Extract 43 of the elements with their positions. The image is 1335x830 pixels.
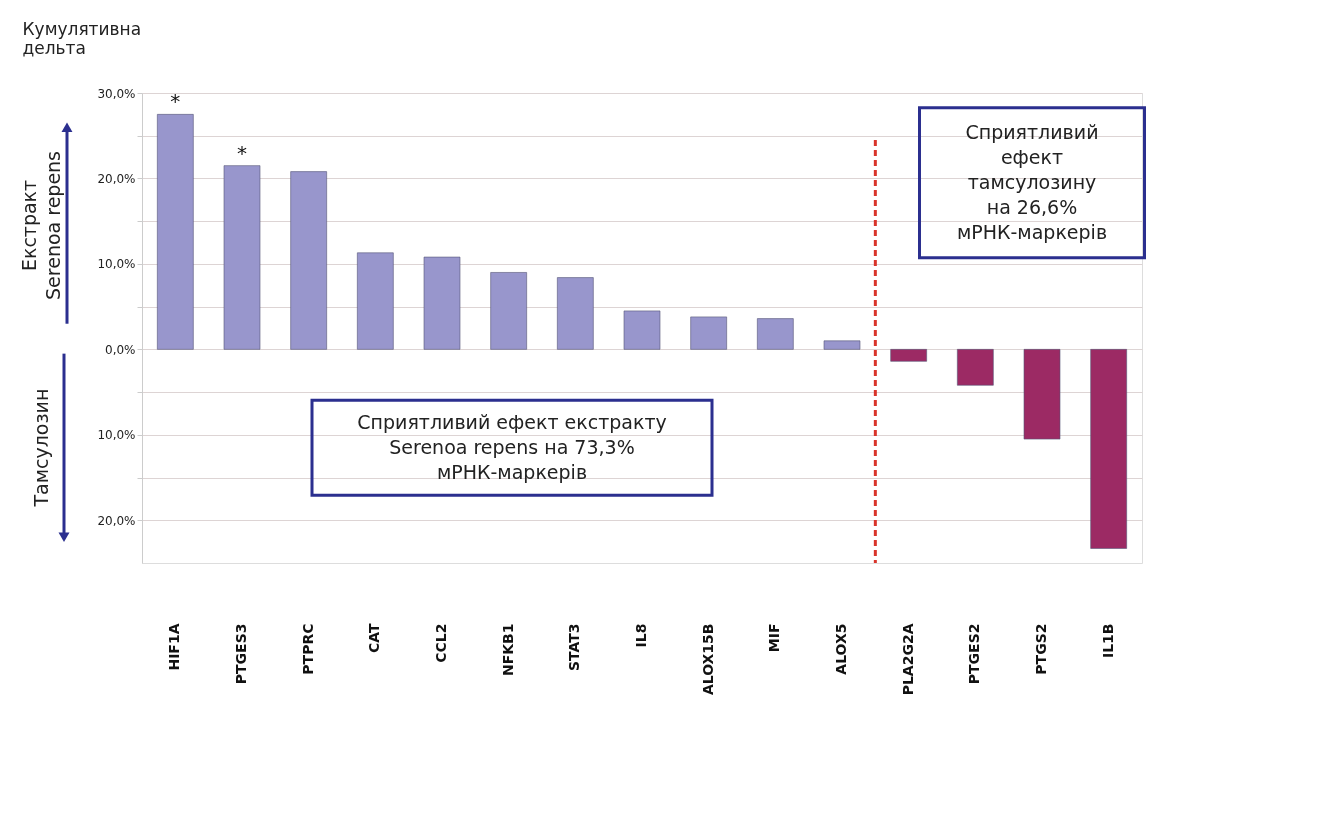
x-tick-label: NFKB1 xyxy=(499,623,516,677)
x-tick-label: PTGS2 xyxy=(1033,623,1049,675)
bar xyxy=(557,277,594,350)
y-tick-label: 10,0% xyxy=(97,428,136,443)
bar xyxy=(623,310,661,350)
annotation: * xyxy=(237,140,247,165)
bar xyxy=(1090,349,1127,549)
bar xyxy=(157,114,194,350)
y-tick-label: 20,0% xyxy=(97,171,136,186)
bar xyxy=(490,272,527,350)
x-tick-label: CCL2 xyxy=(433,623,449,663)
bar xyxy=(957,349,994,386)
x-tick-label: IL8 xyxy=(633,623,649,648)
x-tick-label: PTPRC xyxy=(299,623,316,675)
annotation: * xyxy=(170,89,181,114)
y-tick-label: 10,0% xyxy=(97,257,136,272)
bar xyxy=(290,171,327,350)
x-tick-label: HIF1A xyxy=(166,623,183,671)
bar xyxy=(223,165,261,350)
x-tick-label: STAT3 xyxy=(566,623,583,672)
bar xyxy=(423,256,461,350)
x-tick-label: ALOX15B xyxy=(699,623,716,696)
y-tick-label: 30,0% xyxy=(97,86,136,101)
text: Тамсулозин xyxy=(30,388,52,508)
x-tick-label: PTGES2 xyxy=(966,623,983,685)
text: Екстракт Serenoa repens xyxy=(18,150,64,300)
bar xyxy=(1023,349,1061,440)
x-tick-label: MIF xyxy=(766,623,783,653)
x-tick-label: CAT xyxy=(366,623,383,654)
bar xyxy=(690,316,727,350)
y-axis-title: Кумулятивна дельта xyxy=(22,18,142,58)
bar xyxy=(357,252,394,350)
x-tick-label: PTGES3 xyxy=(233,623,249,685)
x-tick-label: IL1B xyxy=(1099,623,1116,659)
x-tick-label: ALOX5 xyxy=(833,623,849,675)
annotation: Сприятливий ефект екстракту Serenoa repens на 73,3% мРНК-маркерів xyxy=(357,410,667,483)
bar xyxy=(823,340,861,350)
y-tick-label: 20,0% xyxy=(97,513,136,528)
x-tick-label: PLA2G2A xyxy=(899,623,916,696)
annotation: Сприятливий ефект тамсулозину на 26,6% мРНК-маркерів xyxy=(956,120,1108,243)
y-tick-label: 0,0% xyxy=(105,342,136,357)
bar xyxy=(890,349,927,362)
bar xyxy=(757,318,794,350)
